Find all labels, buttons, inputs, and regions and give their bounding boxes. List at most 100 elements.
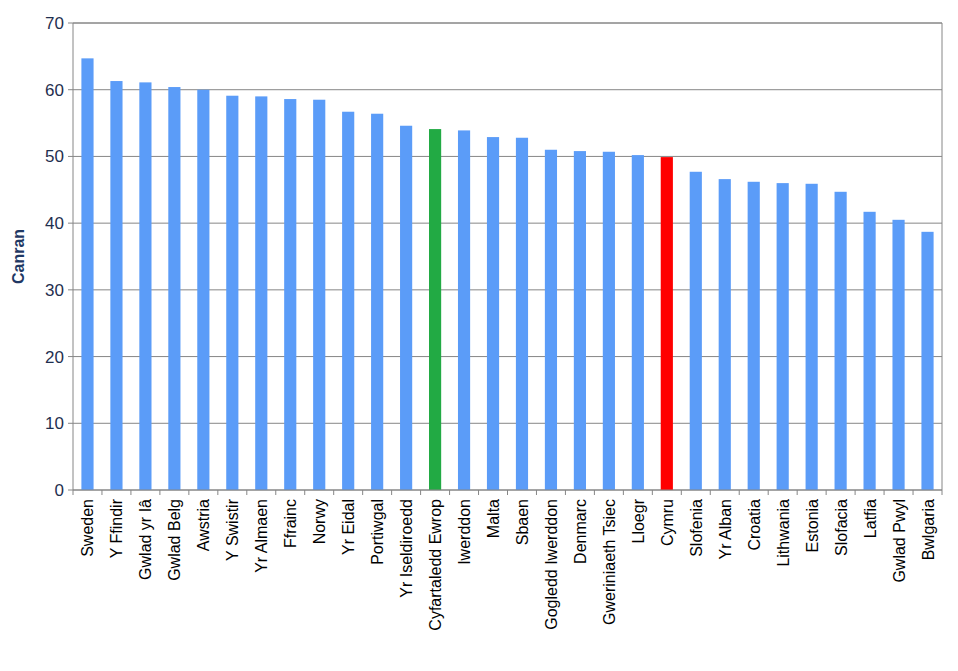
x-tick-label: Latfia — [862, 499, 879, 538]
x-tick-label: Estonia — [804, 499, 821, 552]
x-tick — [362, 490, 363, 495]
x-tick — [855, 490, 856, 495]
x-tick — [420, 490, 421, 495]
bar — [197, 90, 209, 490]
bar — [806, 184, 818, 490]
x-tick-label: Lithwania — [775, 499, 792, 567]
bar — [342, 112, 354, 490]
x-tick-label: Slofacia — [833, 499, 850, 556]
bar — [661, 157, 673, 490]
x-tick — [246, 490, 247, 495]
bar — [632, 155, 644, 490]
x-tick — [536, 490, 537, 495]
x-tick-label: Ffrainc — [282, 499, 299, 548]
x-tick — [739, 490, 740, 495]
x-tick — [101, 490, 102, 495]
y-tick — [68, 289, 73, 290]
bar — [371, 114, 383, 490]
bar — [545, 150, 557, 490]
x-tick-label: Malta — [485, 499, 502, 538]
x-tick-label: Sbaen — [514, 499, 531, 545]
x-tick-label: Gwlad yr Iâ — [137, 499, 154, 580]
y-tick — [68, 23, 73, 24]
x-tick-label: Gweriniaeth Tsiec — [601, 499, 618, 625]
x-tick — [73, 490, 74, 495]
y-tick — [68, 356, 73, 357]
bar — [719, 179, 731, 490]
x-tick-label: Yr Alban — [717, 499, 734, 559]
y-tick — [68, 490, 73, 491]
x-tick-label: Gogledd Iwerddon — [543, 499, 560, 630]
x-tick — [710, 490, 711, 495]
x-tick — [478, 490, 479, 495]
bar — [690, 172, 702, 490]
x-tick-label: Awstria — [195, 499, 212, 551]
grid — [68, 23, 942, 490]
x-tick — [826, 490, 827, 495]
x-tick — [130, 490, 131, 495]
bar — [892, 220, 904, 490]
x-tick — [507, 490, 508, 495]
x-tick-label: Denmarc — [572, 499, 589, 564]
y-tick-label: 0 — [55, 481, 64, 500]
y-tick — [68, 89, 73, 90]
x-tick — [652, 490, 653, 495]
x-tick-label: Y Ffindir — [108, 498, 125, 558]
bar — [748, 182, 760, 490]
x-tick — [942, 490, 943, 495]
frame-right — [942, 23, 943, 490]
bar — [81, 58, 93, 490]
x-tick — [681, 490, 682, 495]
y-tick-label: 30 — [45, 281, 64, 300]
y-axis-title: Canran — [10, 229, 27, 284]
x-tick-label: Yr Iseldiroedd — [398, 499, 415, 598]
x-tick-label: Croatia — [746, 499, 763, 551]
bar — [255, 96, 267, 490]
y-tick — [68, 423, 73, 424]
x-tick-label: Gwlad Pwyl — [891, 499, 908, 583]
x-tick-label: Cymru — [659, 499, 676, 546]
bar — [603, 152, 615, 490]
bar — [168, 87, 180, 490]
x-tick — [884, 490, 885, 495]
bar — [400, 126, 412, 490]
y-tick-label: 40 — [45, 214, 64, 233]
x-tick-label: Slofenia — [688, 499, 705, 557]
frame-top — [73, 23, 942, 24]
bar — [777, 183, 789, 490]
y-tick-label: 20 — [45, 348, 64, 367]
x-tick — [623, 490, 624, 495]
x-tick — [594, 490, 595, 495]
x-tick-label: Sweden — [79, 499, 96, 557]
x-tick — [275, 490, 276, 495]
y-tick — [68, 156, 73, 157]
x-tick-label: Cyfartaledd Ewrop — [427, 499, 444, 631]
x-tick — [391, 490, 392, 495]
x-tick — [913, 490, 914, 495]
x-tick — [449, 490, 450, 495]
x-tick-label: Gwlad Belg — [166, 499, 183, 581]
x-tick — [217, 490, 218, 495]
x-tick — [188, 490, 189, 495]
bar — [921, 232, 933, 490]
chart: 010203040506070SwedenY FfindirGwlad yr I… — [0, 0, 958, 671]
grid-line — [73, 23, 942, 24]
x-tick-label: Yr Almaen — [253, 499, 270, 573]
bar — [313, 100, 325, 490]
x-tick — [565, 490, 566, 495]
bar — [864, 212, 876, 490]
bar — [139, 82, 151, 490]
x-tick — [304, 490, 305, 495]
x-tick — [768, 490, 769, 495]
bar — [110, 81, 122, 490]
bar — [835, 192, 847, 490]
bars — [81, 58, 933, 490]
x-tick-label: Lloegr — [630, 498, 647, 543]
y-tick-label: 10 — [45, 414, 64, 433]
y-axis-line — [73, 23, 74, 490]
bar — [458, 130, 470, 490]
bar — [516, 138, 528, 490]
x-tick-label: Bwlgaria — [920, 499, 937, 560]
y-tick — [68, 223, 73, 224]
x-tick-label: Iwerddon — [456, 499, 473, 565]
